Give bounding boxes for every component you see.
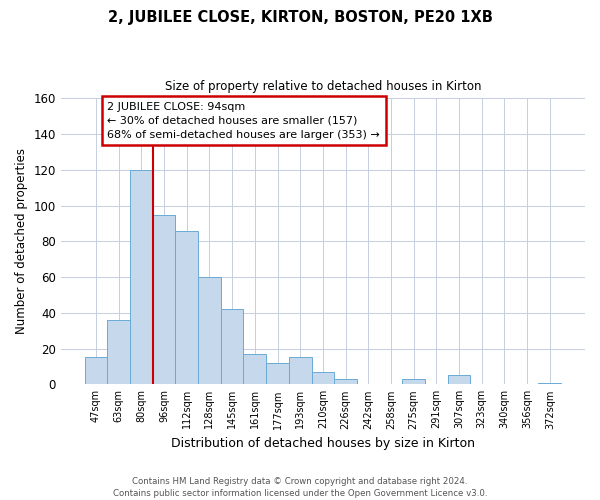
Bar [152,214,175,384]
Y-axis label: Number of detached properties: Number of detached properties [15,148,28,334]
Bar [334,379,357,384]
Bar [175,230,198,384]
Bar [403,379,425,384]
Bar [107,320,130,384]
Bar [289,358,311,384]
Bar [198,277,221,384]
Bar [311,372,334,384]
Text: Contains HM Land Registry data © Crown copyright and database right 2024.
Contai: Contains HM Land Registry data © Crown c… [113,476,487,498]
Bar [85,358,107,384]
X-axis label: Distribution of detached houses by size in Kirton: Distribution of detached houses by size … [171,437,475,450]
Bar [266,363,289,384]
Bar [244,354,266,384]
Bar [221,309,244,384]
Title: Size of property relative to detached houses in Kirton: Size of property relative to detached ho… [164,80,481,93]
Bar [130,170,152,384]
Text: 2 JUBILEE CLOSE: 94sqm
← 30% of detached houses are smaller (157)
68% of semi-de: 2 JUBILEE CLOSE: 94sqm ← 30% of detached… [107,102,380,140]
Bar [448,376,470,384]
Bar [538,382,561,384]
Text: 2, JUBILEE CLOSE, KIRTON, BOSTON, PE20 1XB: 2, JUBILEE CLOSE, KIRTON, BOSTON, PE20 1… [107,10,493,25]
